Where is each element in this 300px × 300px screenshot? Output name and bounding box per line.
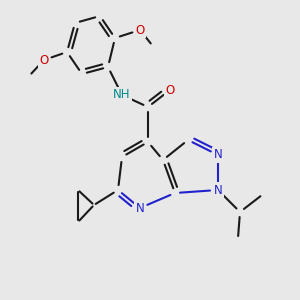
- Text: O: O: [165, 83, 175, 97]
- Text: O: O: [39, 53, 49, 67]
- Text: N: N: [214, 184, 222, 196]
- Text: N: N: [214, 148, 222, 161]
- Text: N: N: [136, 202, 144, 214]
- Text: NH: NH: [113, 88, 131, 101]
- Text: O: O: [135, 23, 145, 37]
